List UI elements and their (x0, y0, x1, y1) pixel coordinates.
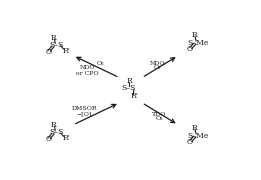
Text: DMSOR
−[O]: DMSOR −[O] (72, 106, 97, 116)
Text: TDO: TDO (152, 112, 166, 117)
Text: R: R (51, 34, 57, 42)
Text: O: O (187, 138, 193, 146)
Text: O₂: O₂ (155, 116, 163, 121)
Text: O₂: O₂ (154, 65, 162, 69)
Text: O: O (187, 45, 193, 53)
Text: O₂: O₂ (96, 61, 104, 66)
Text: R': R' (131, 93, 139, 100)
Text: O: O (45, 48, 51, 56)
Text: NDO
or CPO: NDO or CPO (76, 65, 99, 76)
Text: R: R (127, 76, 133, 84)
Text: NDO: NDO (150, 61, 165, 66)
Text: S–S: S–S (122, 84, 136, 92)
Text: R': R' (63, 134, 70, 142)
Text: R: R (51, 121, 57, 129)
Text: S–Me: S–Me (187, 132, 209, 140)
Text: S–S: S–S (49, 41, 64, 49)
Text: S–Me: S–Me (187, 39, 209, 47)
Text: O: O (45, 135, 51, 143)
Text: S–S: S–S (49, 129, 64, 136)
Text: R: R (192, 31, 197, 39)
Text: R: R (192, 124, 197, 132)
Text: R': R' (63, 47, 70, 55)
